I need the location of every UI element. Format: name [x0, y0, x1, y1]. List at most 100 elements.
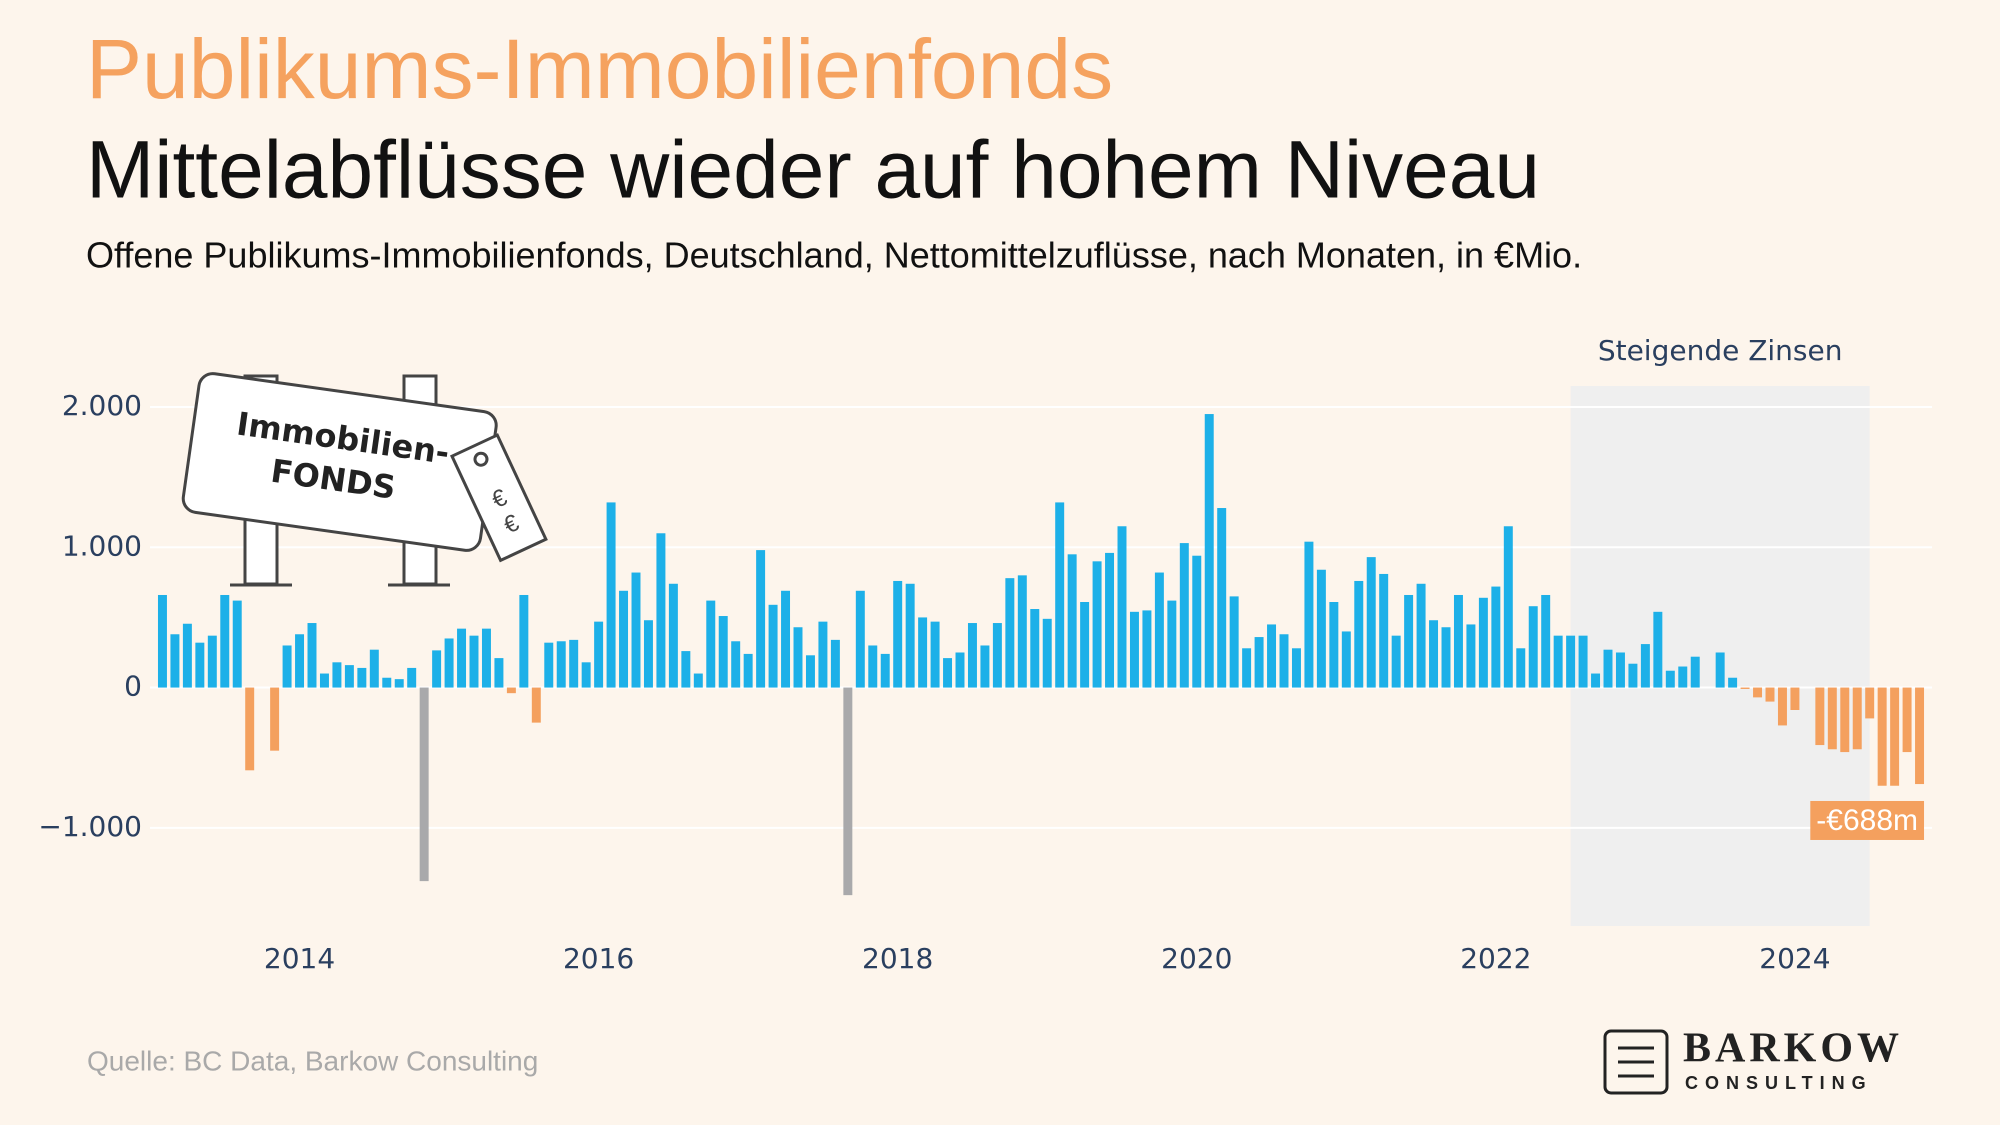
annotation: -€688m	[1810, 800, 1925, 840]
bar	[1840, 687, 1850, 753]
bar	[569, 639, 579, 688]
bar	[880, 653, 890, 688]
bar	[1665, 670, 1675, 688]
bar	[369, 649, 379, 688]
bar	[619, 590, 629, 688]
bar	[1890, 687, 1900, 786]
bar	[344, 665, 354, 688]
logo: BARKOW CONSULTING	[1603, 1026, 1899, 1095]
bar	[1653, 611, 1663, 688]
bar	[1902, 687, 1912, 753]
y-tick-label: 1.000	[62, 529, 142, 562]
bar	[855, 590, 865, 688]
bar	[1516, 648, 1526, 688]
sign-board: Immobilien- FONDS	[181, 372, 498, 552]
annotation-box	[1810, 800, 1925, 840]
bar	[1753, 687, 1763, 698]
chart-description: Offene Publikums-Immobilienfonds, Deutsc…	[86, 235, 1582, 276]
bar	[1877, 687, 1887, 786]
bar	[955, 652, 965, 688]
bar	[1478, 597, 1488, 688]
bar	[170, 634, 180, 688]
bar	[681, 651, 691, 688]
bar	[1728, 677, 1738, 688]
bar	[282, 645, 292, 688]
bar	[332, 662, 342, 688]
bar	[1291, 648, 1301, 688]
chart-subtitle: Mittelabflüsse wieder auf hohem Niveau	[86, 125, 1540, 216]
bar	[1453, 594, 1463, 688]
bar	[1204, 414, 1214, 688]
bar	[1080, 602, 1090, 688]
bar	[1279, 634, 1289, 688]
bar	[1765, 687, 1775, 702]
bar	[1167, 600, 1177, 688]
bar	[1391, 635, 1401, 688]
bar	[693, 673, 703, 688]
bar	[1715, 652, 1725, 688]
x-tick-label: 2020	[1161, 942, 1232, 975]
bar	[1092, 561, 1102, 688]
bar	[1055, 502, 1065, 688]
bar	[1366, 557, 1376, 688]
shade-label: Steigende Zinsen	[1598, 334, 1843, 367]
bar	[419, 687, 429, 882]
bar	[668, 583, 678, 688]
bar	[1354, 580, 1364, 688]
bar	[756, 550, 766, 688]
bar	[245, 687, 255, 771]
bar	[594, 621, 604, 688]
bar	[1578, 635, 1588, 688]
x-tick-label: 2018	[862, 942, 933, 975]
bar	[1416, 583, 1426, 688]
x-tick-label: 2024	[1759, 942, 1830, 975]
bar	[1466, 624, 1476, 688]
bar	[1229, 596, 1239, 688]
bar	[1640, 644, 1650, 688]
bar	[207, 635, 217, 688]
bar	[793, 627, 803, 688]
source: Quelle: BC Data, Barkow Consulting	[87, 1045, 538, 1076]
bar	[1603, 649, 1613, 688]
bar	[1129, 611, 1139, 688]
bar	[1553, 635, 1563, 688]
bar	[1628, 663, 1638, 688]
bar	[581, 662, 591, 688]
bar	[1379, 573, 1389, 688]
bar	[781, 590, 791, 688]
bar	[743, 653, 753, 688]
bar	[1865, 687, 1875, 719]
bar	[1678, 666, 1688, 688]
bar	[182, 623, 192, 688]
bar	[157, 594, 167, 688]
bar	[1528, 606, 1538, 688]
price-tag: € €	[449, 433, 548, 563]
bar	[506, 687, 516, 694]
bar	[481, 628, 491, 688]
bar	[967, 623, 977, 688]
x-tick-label: 2022	[1460, 942, 1531, 975]
bar	[1815, 687, 1825, 746]
bar	[992, 623, 1002, 688]
bar	[1852, 687, 1862, 750]
bar	[357, 667, 367, 688]
x-tick-label: 2016	[563, 942, 634, 975]
bar	[319, 673, 329, 688]
bar	[943, 658, 953, 688]
bar	[706, 600, 716, 688]
chart-title: Publikums-Immobilienfonds	[86, 22, 1113, 116]
bar	[1117, 526, 1127, 688]
bar	[531, 687, 541, 723]
bar	[1503, 526, 1513, 688]
bar	[1827, 687, 1837, 750]
bar	[1217, 508, 1227, 688]
bar	[1179, 543, 1189, 688]
bar	[1404, 594, 1414, 688]
bar	[1154, 572, 1164, 688]
bar	[432, 650, 442, 688]
y-tick-label: 2.000	[62, 389, 142, 422]
bar	[1615, 652, 1625, 688]
bar	[1042, 618, 1052, 688]
bar	[232, 600, 242, 688]
